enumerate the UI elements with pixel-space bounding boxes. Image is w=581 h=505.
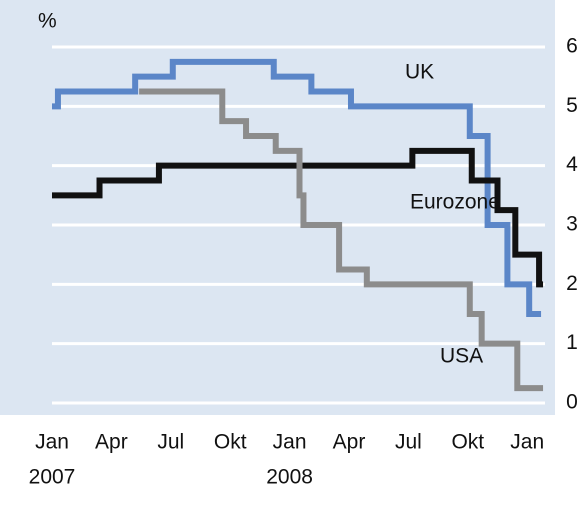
x-tick-label: Jan: [273, 431, 307, 454]
x-tick-label: Jan: [35, 431, 69, 454]
y-tick-label: 5: [566, 94, 578, 117]
series-line: [139, 88, 544, 392]
series-line: [52, 58, 542, 317]
y-tick-label: 4: [566, 153, 578, 176]
series-label: Eurozone: [410, 191, 500, 214]
x-tick-label: Jan: [510, 431, 544, 454]
x-year-label: 2007: [29, 466, 76, 489]
series-label: UK: [405, 61, 434, 84]
series-label: USA: [440, 345, 483, 368]
y-tick-label: 1: [566, 331, 578, 354]
y-tick-label: 2: [566, 272, 578, 295]
series-line: [52, 147, 544, 288]
x-tick-label: Okt: [214, 431, 247, 454]
x-year-label: 2008: [266, 466, 313, 489]
y-tick-label: 3: [566, 213, 578, 236]
x-tick-label: Jul: [157, 431, 184, 454]
y-tick-label: 6: [566, 35, 578, 58]
x-tick-label: Jul: [395, 431, 422, 454]
plot-background: [0, 0, 555, 415]
y-unit-label: %: [38, 10, 57, 33]
x-tick-label: Apr: [95, 431, 128, 454]
x-tick-label: Apr: [333, 431, 366, 454]
y-tick-label: 0: [566, 391, 578, 414]
x-tick-label: Okt: [451, 431, 484, 454]
